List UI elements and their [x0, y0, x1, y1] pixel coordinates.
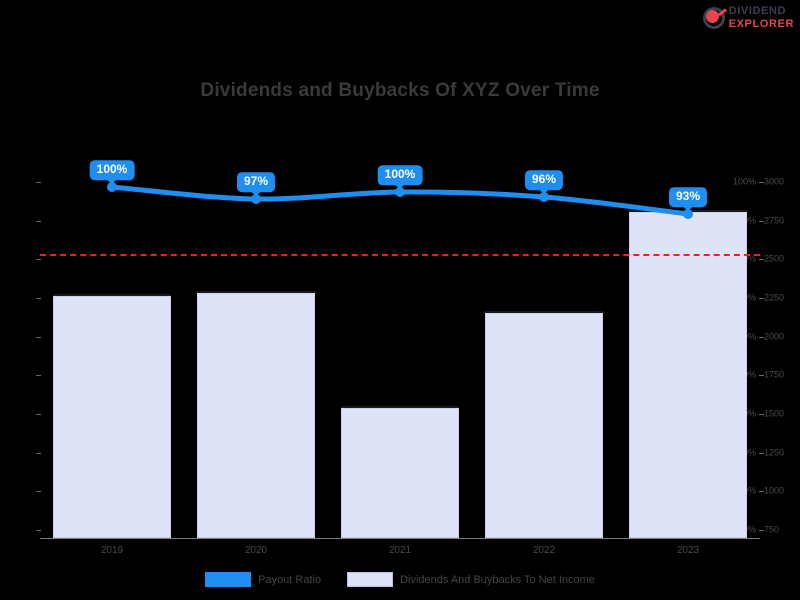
chart-legend: Payout Ratio Dividends And Buybacks To N…	[0, 572, 800, 587]
bar-2021[interactable]	[341, 408, 459, 538]
y-right-tickmark-7	[759, 452, 764, 454]
y-right-tickmark-9	[759, 530, 764, 531]
y-left-tickmark-4	[36, 336, 41, 338]
y-right-tickmark-5	[759, 375, 764, 377]
data-label-2023: 93%	[668, 187, 708, 207]
y-right-tickmark-6	[759, 414, 764, 415]
data-label-2020: 97%	[236, 172, 276, 192]
legend-label-bar: Dividends And Buybacks To Net Income	[400, 573, 595, 586]
legend-item-payout-ratio[interactable]: Payout Ratio	[205, 572, 321, 587]
y-left-tickmark-1	[36, 220, 41, 222]
data-label-2021: 100%	[377, 165, 423, 185]
y-right-tick-4: 2000	[764, 331, 785, 342]
y-right-tick-0: 3000	[764, 176, 785, 187]
y-left-tickmark-8	[36, 491, 41, 493]
bar-2020[interactable]	[197, 293, 315, 538]
y-right-tick-3: 2250	[764, 292, 785, 303]
legend-item-dividends-buybacks[interactable]: Dividends And Buybacks To Net Income	[347, 572, 595, 587]
logo-circle-icon	[702, 7, 727, 29]
y-left-tickmark-7	[36, 452, 41, 454]
y-right-tickmark-1	[759, 220, 764, 222]
y-left-tickmark-3	[36, 298, 41, 299]
y-right-tick-7: 1250	[764, 447, 785, 458]
x-tick-label-2022: 2022	[532, 545, 556, 556]
y-right-tick-6: 1500	[764, 408, 785, 419]
y-left-tickmark-2	[36, 259, 41, 261]
y-right-tick-9: 750	[764, 524, 780, 535]
x-tick-label-2021: 2021	[388, 545, 412, 556]
logo-ring-icon	[702, 7, 725, 29]
x-tick-label-2020: 2020	[244, 545, 268, 556]
x-tick-label-2023: 2023	[676, 545, 700, 556]
logo-line-primary: DIVIDEND	[728, 5, 787, 17]
reference-line	[40, 254, 760, 256]
y-right-tickmark-2	[759, 259, 764, 261]
legend-swatch-bar-icon	[347, 572, 394, 587]
logo-text: DIVIDEND EXPLORER	[729, 6, 794, 30]
legend-swatch-line-icon	[205, 572, 252, 587]
y-right-tick-5: 1750	[764, 369, 785, 380]
y-right-tick-8: 1000	[764, 485, 785, 496]
x-tick-label-2019: 2019	[100, 545, 124, 556]
data-label-2019: 100%	[89, 160, 135, 180]
y-right-tickmark-4	[759, 336, 764, 338]
y-left-tickmark-0	[36, 182, 41, 183]
y-right-tickmark-3	[759, 298, 764, 299]
x-axis-baseline	[40, 538, 760, 539]
y-right-tick-1: 2750	[764, 215, 785, 226]
y-right-tickmark-8	[759, 491, 764, 493]
plot-area	[40, 140, 760, 538]
y-left-tickmark-5	[36, 375, 41, 377]
bar-2022[interactable]	[485, 313, 603, 538]
y-left-tick-0: 100%	[732, 176, 756, 187]
y-left-tickmark-6	[36, 414, 41, 415]
y-right-tick-2: 2500	[764, 253, 785, 264]
legend-label-line: Payout Ratio	[258, 573, 322, 586]
logo-dot-icon	[705, 10, 719, 23]
y-right-tickmark-0	[759, 182, 764, 183]
bar-2023[interactable]	[629, 212, 747, 538]
bars-layer	[40, 140, 760, 538]
y-left-tickmark-9	[36, 530, 41, 531]
bar-2019[interactable]	[53, 296, 171, 538]
data-label-2022: 96%	[524, 170, 564, 190]
brand-logo: DIVIDEND EXPLORER	[702, 4, 794, 32]
logo-line-secondary: EXPLORER	[728, 18, 794, 30]
chart-title: Dividends and Buybacks Of XYZ Over Time	[200, 80, 600, 101]
